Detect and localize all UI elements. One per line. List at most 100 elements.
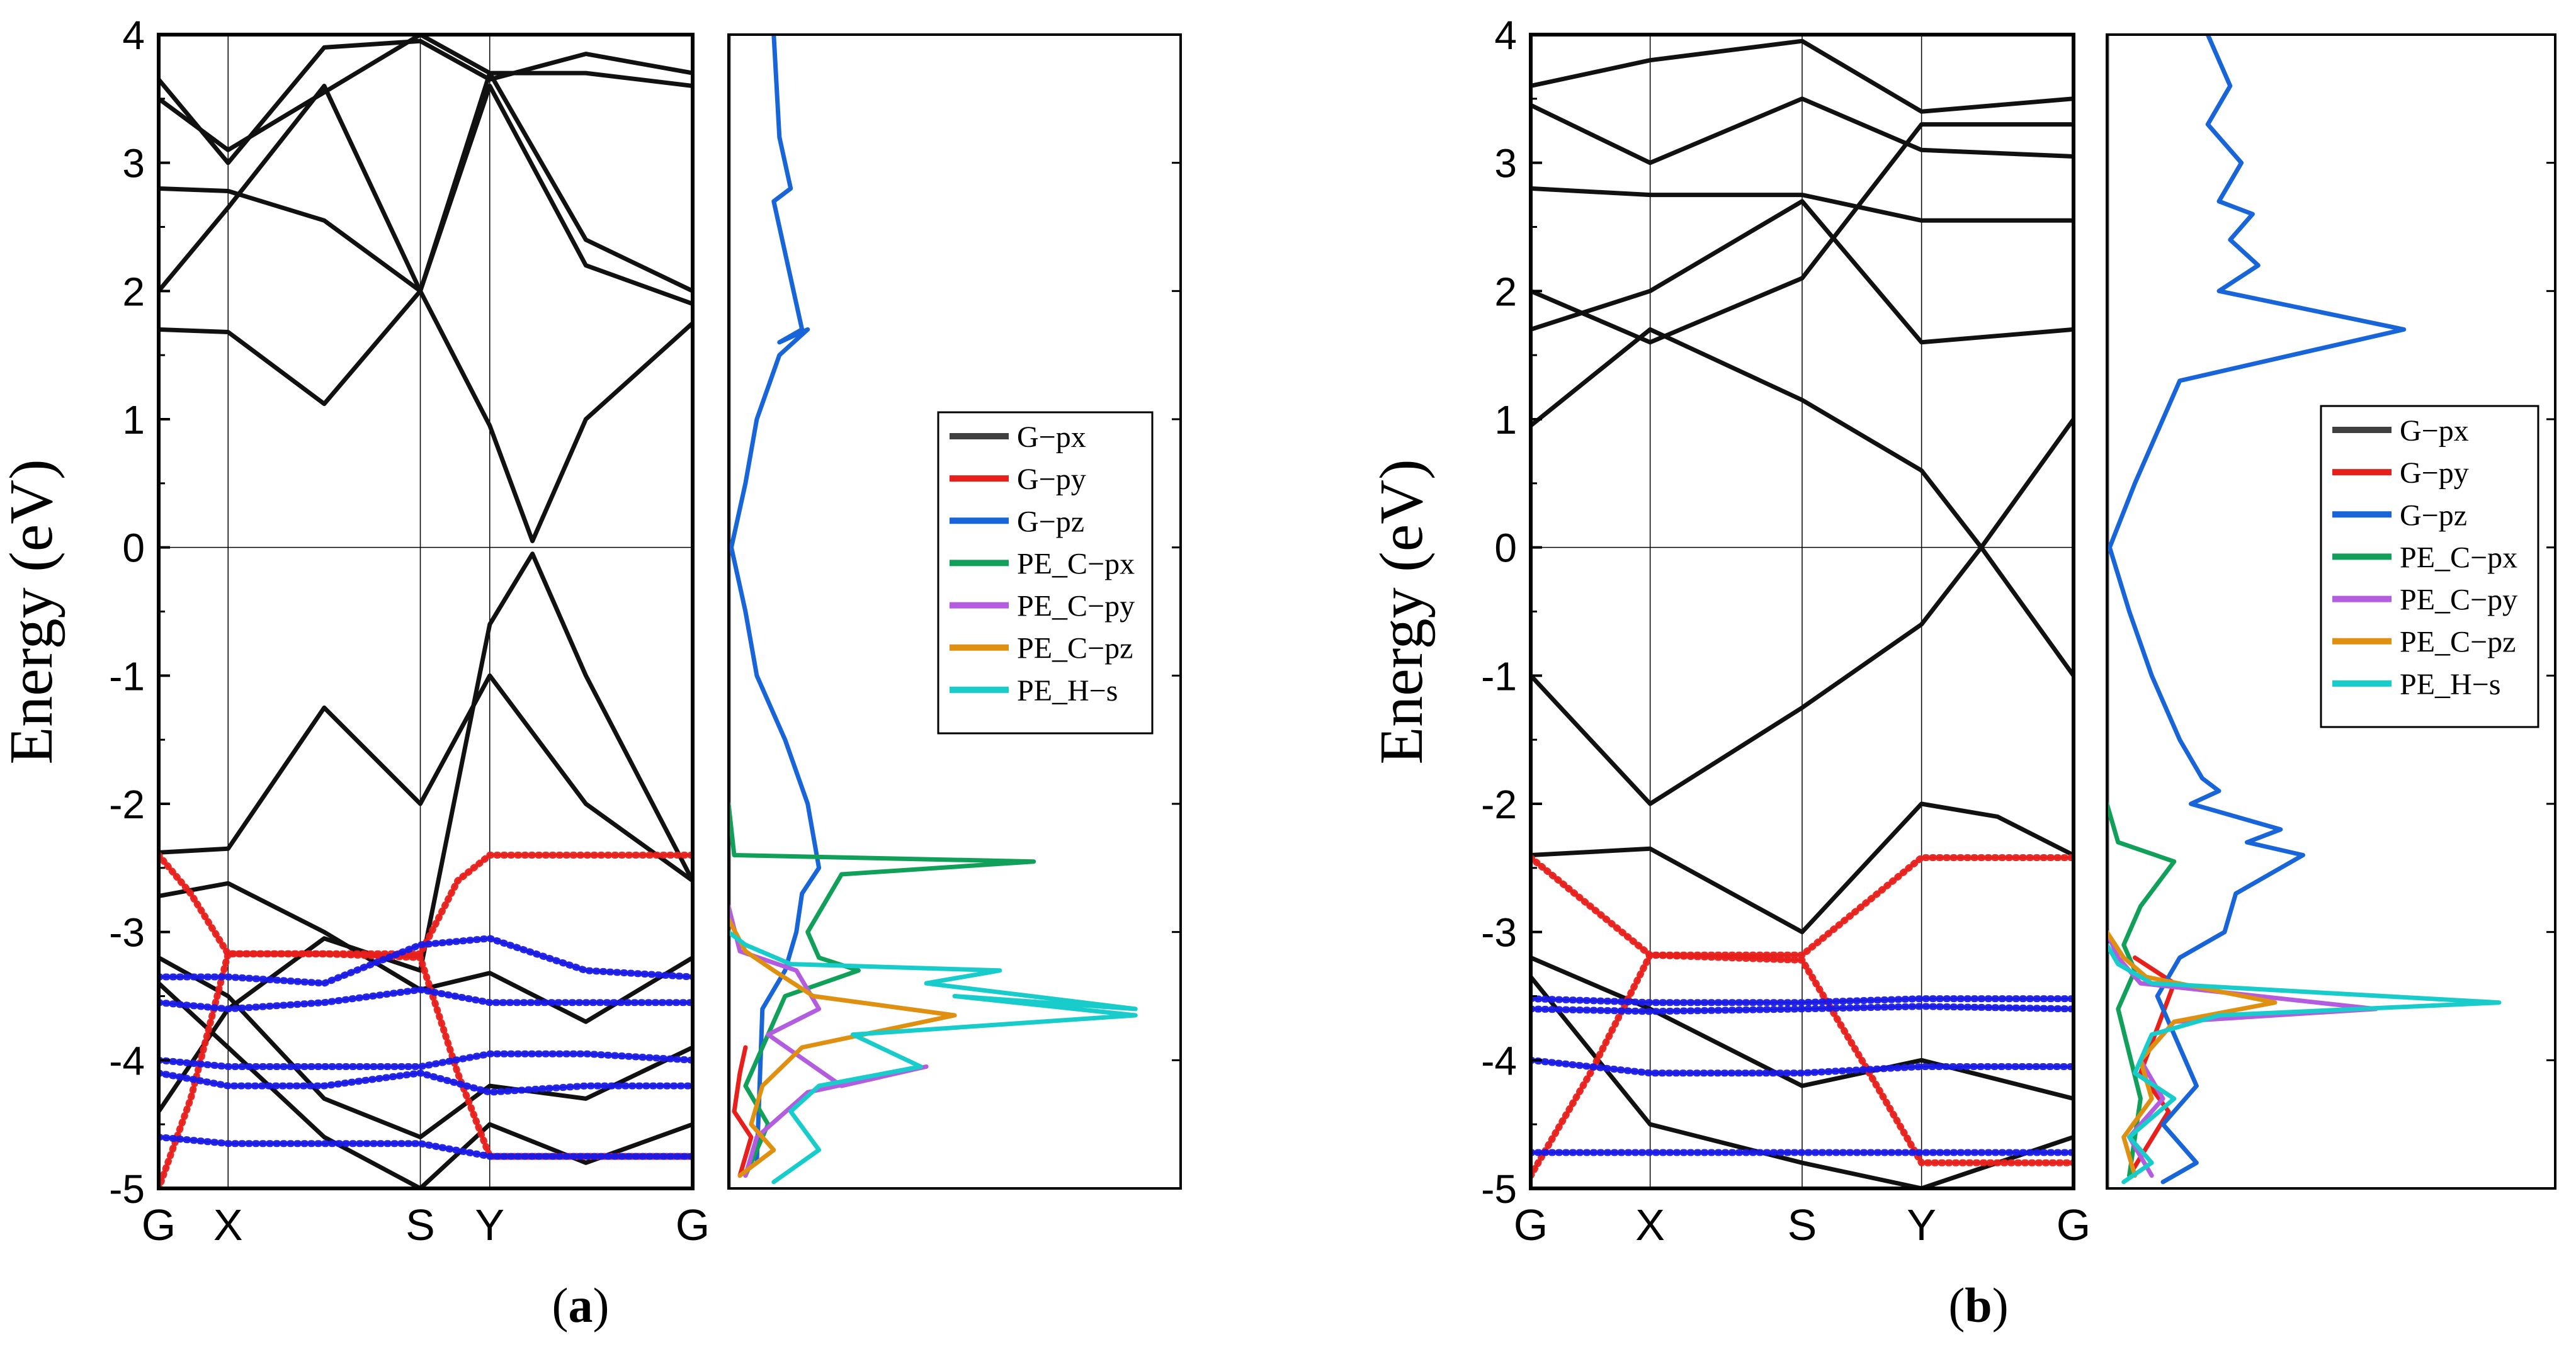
kpath-label: Y [1907, 1200, 1936, 1249]
y-tick-label: -2 [109, 782, 145, 827]
band-line-G-py [159, 852, 693, 957]
band-line-G-pz [159, 1134, 693, 1160]
y-tick-label: 3 [122, 141, 145, 186]
band-line-band [1531, 545, 2074, 806]
dos-curve-PE_C-px [2107, 801, 2177, 1178]
band-line-G-pz-core [1531, 1005, 2074, 1013]
kpath-label: S [406, 1200, 435, 1249]
y-tick-label: 1 [122, 397, 145, 443]
band-line-band [159, 981, 693, 1188]
y-tick-label: -5 [1481, 1166, 1517, 1212]
kpath-label: X [1635, 1200, 1665, 1249]
y-tick-label: -3 [1481, 910, 1517, 956]
band-line-band [159, 551, 693, 1114]
y-tick-label: 4 [122, 13, 145, 58]
legend-label: PE_C−pz [2400, 626, 2516, 659]
y-tick-label: -2 [1481, 782, 1517, 827]
panel-caption-letter: b [1965, 1278, 1992, 1333]
band-line-G-py-core [1531, 954, 2074, 1176]
y-tick-label: 2 [122, 269, 145, 314]
band-line-G-pz-core [159, 937, 693, 984]
legend-box [2320, 405, 2539, 728]
dos-curve-G-pz [2107, 35, 2407, 1185]
band-line-band [1531, 955, 2074, 1101]
band-structure [159, 35, 693, 1188]
y-axis-label: Energy (eV) [1368, 459, 1436, 764]
dos-plot-frame [727, 33, 1182, 1190]
panel-caption: (b) [1948, 1278, 2008, 1333]
band-line-G-py-core [159, 952, 693, 1188]
y-tick-label: -1 [1481, 653, 1517, 699]
y-tick-label: 1 [1494, 397, 1517, 443]
kpath-label: G [2057, 1200, 2091, 1249]
legend-label: PE_H−s [1017, 674, 1118, 708]
legend-label: PE_C−px [1017, 547, 1135, 580]
y-tick-label: -3 [109, 910, 145, 956]
panel-caption: (a) [552, 1278, 610, 1333]
band-line-band [159, 35, 693, 152]
y-tick-label: 4 [1494, 13, 1517, 58]
legend-label: G−pz [1017, 505, 1084, 538]
dos-curve-PE_H-s [729, 930, 1138, 1185]
legend: G−px G−py G−pz PE_C−px PE_C−py PE_C−pz PE_H−s [2320, 405, 2539, 728]
kpath-label: S [1788, 1200, 1817, 1249]
band-line-G-py-core [1531, 857, 2074, 956]
band-line-band [1531, 199, 2074, 345]
band-line-band [1531, 38, 2074, 114]
band-line-band [159, 38, 693, 166]
band-line-G-pz-core [159, 1136, 693, 1158]
legend-label: G−py [1017, 463, 1086, 496]
kpath-label: G [1514, 1200, 1548, 1249]
band-line-G-pz-core [1531, 1059, 2074, 1074]
band-line-band [1531, 96, 2074, 166]
band-line-band [1531, 801, 2074, 935]
band-structure [1531, 38, 2074, 1188]
legend-label: G−px [1017, 420, 1086, 454]
dos-curve-G-pz [729, 35, 822, 1165]
legend: G−px G−py G−pz PE_C−px PE_C−py PE_C−pz PE_H−s [937, 411, 1154, 735]
y-tick-label: 2 [1494, 269, 1517, 314]
y-tick-label: 0 [122, 526, 145, 571]
band-line-band [1531, 122, 2074, 345]
band-line-band [159, 673, 693, 883]
kpath-label: G [676, 1200, 710, 1249]
kpath-label: X [213, 1200, 243, 1249]
y-tick-label: -4 [1481, 1038, 1517, 1083]
dos-curve-G-py [732, 1045, 754, 1178]
legend-label: PE_C−py [2400, 584, 2517, 617]
band-line-band [1531, 327, 2074, 550]
kpath-label: Y [475, 1200, 504, 1249]
y-axis-label: Energy (eV) [0, 459, 65, 764]
legend-label: PE_C−py [1017, 590, 1135, 623]
legend-box [937, 411, 1154, 735]
band-line-band [1531, 186, 2074, 223]
band-plot-frame [157, 33, 695, 1190]
dos-plot-frame [2106, 33, 2556, 1190]
band-line-G-pz-core [159, 988, 693, 1010]
band-line-band [159, 955, 693, 1139]
y-tick-label: 3 [1494, 141, 1517, 186]
dos-curves [2107, 35, 2502, 1188]
legend-label: PE_C−px [2400, 541, 2517, 574]
band-line-G-pz-core [1531, 998, 2074, 1004]
legend-label: G−py [2400, 456, 2469, 490]
dos-curve-PE_C-pz [2107, 930, 2278, 1178]
kpath-label: G [142, 1200, 176, 1249]
y-tick-label: -1 [109, 653, 145, 699]
legend-label: G−pz [2400, 499, 2467, 532]
band-line-G-pz [159, 1069, 693, 1096]
band-line-band [159, 70, 693, 293]
legend-label: PE_C−pz [1017, 632, 1133, 665]
band-line-G-pz-core [159, 1052, 693, 1068]
y-tick-label: -5 [109, 1166, 145, 1212]
legend-label: G−px [2400, 414, 2469, 448]
dos-curves [729, 35, 1138, 1188]
dos-curve-G-py [2127, 955, 2177, 1178]
dos-curve-PE_C-py [729, 904, 929, 1178]
legend-label: PE_H−s [2400, 668, 2500, 701]
panel-caption-letter: a [569, 1278, 593, 1333]
y-tick-label: 0 [1494, 526, 1517, 571]
